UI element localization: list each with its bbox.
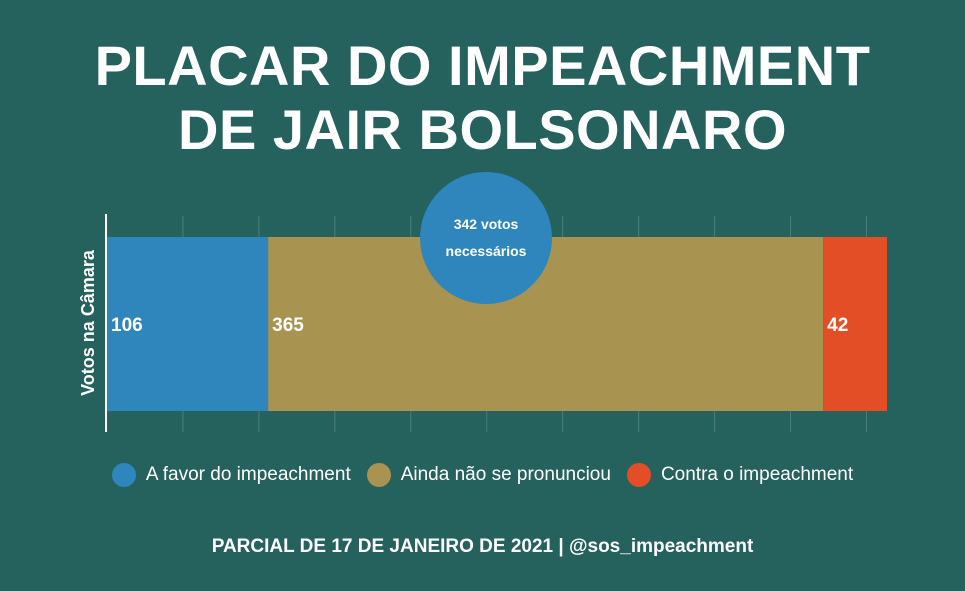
title-line-2: DE JAIR BOLSONARO: [178, 98, 787, 161]
threshold-marker: 342 votos necessários: [420, 172, 552, 304]
legend-item-undecided: Ainda não se pronunciou: [366, 463, 611, 487]
y-axis-label: Votos na Câmara: [78, 249, 98, 396]
threshold-circle: [420, 172, 552, 304]
legend-item-against: Contra o impeachment: [626, 463, 854, 487]
bar-undecided-value-label: 365: [272, 315, 304, 336]
bar-favor-value-label: 106: [111, 315, 143, 336]
threshold-label-line-2: necessários: [446, 243, 527, 259]
bar-against: [823, 237, 887, 411]
threshold-label-line-1: 342 votos: [454, 216, 519, 232]
legend: A favor do impeachment Ainda não se pron…: [0, 463, 965, 487]
data-labels: 106 365 42: [111, 315, 848, 336]
legend-swatch-undecided: [366, 463, 391, 487]
legend-label-undecided: Ainda não se pronunciou: [400, 464, 611, 485]
bar-favor: [107, 237, 269, 411]
legend-label-favor: A favor do impeachment: [145, 464, 351, 485]
legend-item-favor: A favor do impeachment: [111, 463, 351, 487]
bar-against-value-label: 42: [827, 315, 848, 336]
title-line-1: PLACAR DO IMPEACHMENT: [94, 34, 871, 97]
legend-label-against: Contra o impeachment: [660, 464, 854, 485]
legend-swatch-against: [626, 463, 651, 487]
footer-source: PARCIAL DE 17 DE JANEIRO DE 2021 | @sos_…: [211, 536, 754, 557]
legend-swatch-favor: [111, 463, 136, 487]
chart-title: PLACAR DO IMPEACHMENT DE JAIR BOLSONARO: [0, 34, 965, 162]
